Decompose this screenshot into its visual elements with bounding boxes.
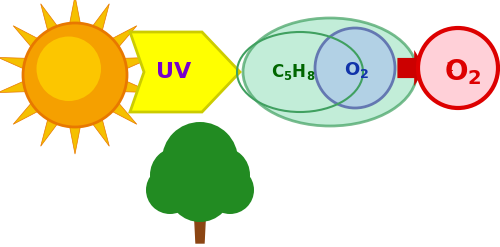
Circle shape <box>166 131 210 175</box>
Text: $\mathbf{O_2}$: $\mathbf{O_2}$ <box>444 57 482 87</box>
Circle shape <box>36 37 101 101</box>
Circle shape <box>315 28 395 108</box>
Polygon shape <box>398 50 425 86</box>
Polygon shape <box>13 96 46 124</box>
Polygon shape <box>13 26 46 54</box>
Text: $\mathbf{O_2}$: $\mathbf{O_2}$ <box>344 60 370 80</box>
Circle shape <box>23 23 127 127</box>
Circle shape <box>190 131 234 175</box>
Text: UV: UV <box>156 62 191 82</box>
Circle shape <box>194 147 250 203</box>
Circle shape <box>146 166 194 214</box>
Polygon shape <box>130 32 240 112</box>
Polygon shape <box>68 117 82 154</box>
Polygon shape <box>86 4 110 40</box>
Polygon shape <box>0 77 36 93</box>
Polygon shape <box>114 77 152 93</box>
Circle shape <box>150 147 206 203</box>
Polygon shape <box>40 4 64 40</box>
Polygon shape <box>86 110 110 146</box>
Text: $\mathbf{C_5H_8}$: $\mathbf{C_5H_8}$ <box>271 62 315 82</box>
Circle shape <box>168 158 232 222</box>
Circle shape <box>206 166 254 214</box>
Text: $^1$: $^1$ <box>446 63 454 81</box>
Polygon shape <box>194 203 206 243</box>
Polygon shape <box>104 26 137 54</box>
Circle shape <box>418 28 498 108</box>
Ellipse shape <box>243 18 417 126</box>
Polygon shape <box>104 96 137 124</box>
Polygon shape <box>114 57 152 73</box>
Polygon shape <box>40 110 64 146</box>
Polygon shape <box>68 0 82 33</box>
Circle shape <box>162 122 238 198</box>
Polygon shape <box>0 57 36 73</box>
